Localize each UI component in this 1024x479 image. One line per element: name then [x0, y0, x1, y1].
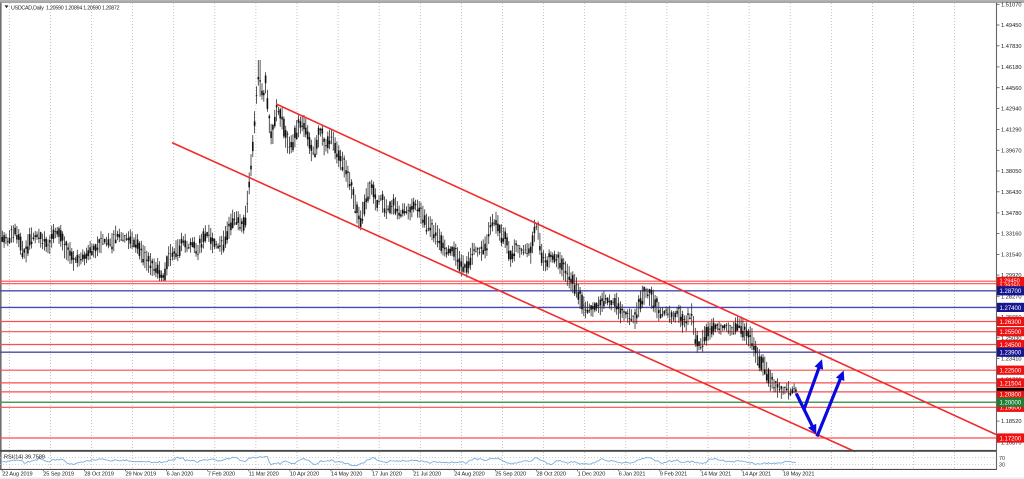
svg-text:24 Aug 2020: 24 Aug 2020 [454, 471, 484, 477]
svg-text:28 Oct 2019: 28 Oct 2019 [84, 471, 113, 477]
svg-text:29 Nov 2019: 29 Nov 2019 [126, 471, 157, 477]
svg-text:18 May 2021: 18 May 2021 [783, 471, 814, 477]
svg-text:1.19600: 1.19600 [1000, 406, 1022, 412]
svg-text:USDCAD,Daily 1.20590 1.20894: USDCAD,Daily 1.20590 1.20894 1.20590 1.2… [11, 6, 120, 12]
svg-text:14 May 2020: 14 May 2020 [331, 471, 362, 477]
svg-text:RSI(14) 39.7589: RSI(14) 39.7589 [4, 455, 45, 461]
svg-text:28 Oct 2020: 28 Oct 2020 [537, 471, 566, 477]
svg-text:1.31540: 1.31540 [1001, 253, 1022, 259]
svg-text:1.25500: 1.25500 [1000, 330, 1022, 336]
svg-text:1.29920: 1.29920 [1001, 273, 1022, 279]
svg-text:11 Mar 2020: 11 Mar 2020 [249, 471, 279, 477]
svg-text:1.44560: 1.44560 [1001, 86, 1022, 92]
svg-text:9 Feb 2021: 9 Feb 2021 [660, 471, 687, 477]
svg-text:1.46180: 1.46180 [1001, 65, 1022, 71]
svg-text:1.21504: 1.21504 [1000, 381, 1022, 387]
svg-text:1.20800: 1.20800 [1000, 392, 1022, 398]
svg-text:1.16870: 1.16870 [1001, 440, 1022, 446]
svg-text:1.22500: 1.22500 [1000, 369, 1022, 375]
svg-text:1.17200: 1.17200 [1000, 436, 1022, 442]
svg-text:1.28700: 1.28700 [1000, 289, 1022, 295]
svg-text:1.33160: 1.33160 [1001, 232, 1022, 238]
svg-text:1.49450: 1.49450 [1001, 23, 1022, 29]
svg-text:30: 30 [999, 462, 1005, 468]
svg-text:6 Jan 2020: 6 Jan 2020 [167, 471, 194, 477]
svg-text:1.27400: 1.27400 [1000, 306, 1022, 312]
svg-text:1.34780: 1.34780 [1001, 211, 1022, 217]
svg-text:1.28270: 1.28270 [1001, 294, 1022, 300]
svg-text:6 Jan 2021: 6 Jan 2021 [619, 471, 646, 477]
svg-text:1.47830: 1.47830 [1001, 44, 1022, 50]
svg-text:25 Sep 2019: 25 Sep 2019 [43, 471, 74, 477]
svg-text:1.41290: 1.41290 [1001, 128, 1022, 134]
svg-text:21 Jul 2020: 21 Jul 2020 [413, 471, 441, 477]
svg-text:1.29450: 1.29450 [1000, 279, 1020, 285]
svg-text:14 Apr 2021: 14 Apr 2021 [742, 471, 771, 477]
svg-text:14 Mar 2021: 14 Mar 2021 [701, 471, 731, 477]
svg-text:1.36430: 1.36430 [1001, 190, 1022, 196]
svg-text:1.51070: 1.51070 [1001, 2, 1022, 8]
svg-text:10 Apr 2020: 10 Apr 2020 [290, 471, 319, 477]
svg-text:1.42940: 1.42940 [1001, 107, 1022, 113]
svg-text:1.26300: 1.26300 [1000, 320, 1022, 326]
svg-text:17 Jun 2020: 17 Jun 2020 [372, 471, 402, 477]
svg-text:22 Aug 2019: 22 Aug 2019 [2, 471, 32, 477]
svg-text:1.20000: 1.20000 [1000, 401, 1022, 407]
svg-text:1.39670: 1.39670 [1001, 148, 1022, 154]
svg-text:1.18520: 1.18520 [1001, 419, 1022, 425]
svg-text:1.38050: 1.38050 [1001, 169, 1022, 175]
svg-text:1.24500: 1.24500 [1000, 343, 1022, 349]
svg-text:1 Dec 2020: 1 Dec 2020 [578, 471, 606, 477]
svg-text:1.23900: 1.23900 [1000, 351, 1022, 357]
svg-text:1.23410: 1.23410 [1001, 357, 1022, 363]
svg-text:1.25030: 1.25030 [1001, 336, 1022, 342]
svg-text:70: 70 [999, 456, 1005, 462]
svg-text:7 Feb 2020: 7 Feb 2020 [208, 471, 235, 477]
svg-text:25 Sep 2020: 25 Sep 2020 [495, 471, 526, 477]
